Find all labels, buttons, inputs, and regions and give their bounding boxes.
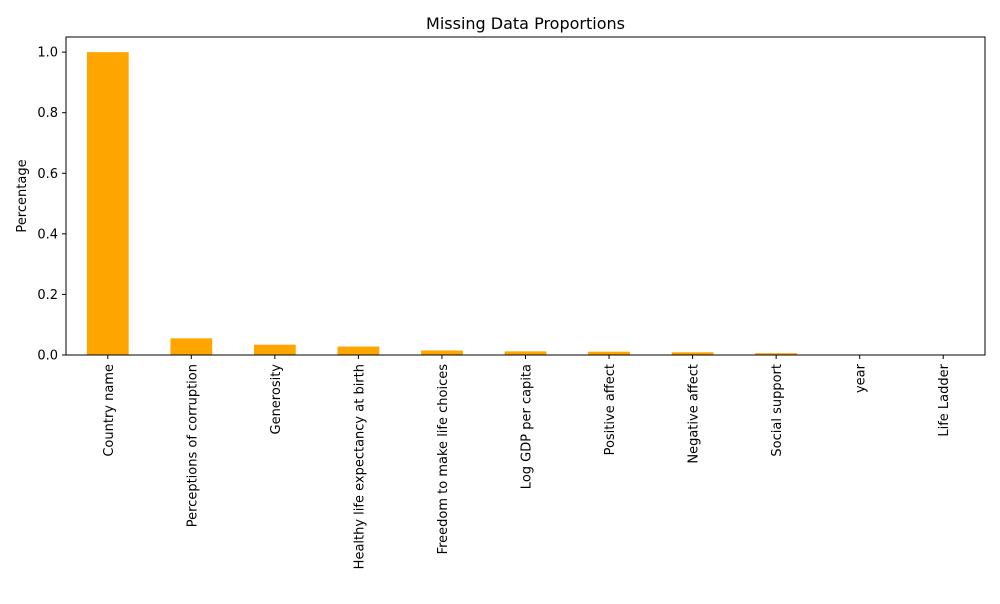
bar bbox=[504, 351, 547, 355]
y-tick-label: 0.8 bbox=[37, 106, 58, 121]
y-tick-label: 0.0 bbox=[37, 349, 58, 364]
bar bbox=[755, 353, 798, 355]
y-tick-label: 1.0 bbox=[37, 46, 58, 61]
chart-title: Missing Data Proportions bbox=[426, 14, 625, 33]
plot-frame bbox=[65, 36, 986, 356]
x-tick-label: Negative affect bbox=[687, 364, 702, 464]
x-tick-label: year bbox=[854, 363, 869, 393]
y-tick-label: 0.6 bbox=[37, 167, 58, 182]
bar bbox=[421, 350, 463, 355]
x-tick-label: Positive affect bbox=[603, 364, 618, 455]
x-tick-label: Perceptions of corruption bbox=[185, 364, 200, 527]
x-tick-label: Healthy life expectancy at birth bbox=[352, 364, 367, 569]
bar bbox=[671, 352, 714, 355]
bar bbox=[337, 346, 380, 355]
y-tick-label: 0.2 bbox=[37, 288, 58, 303]
y-axis-ticks: 0.0 0.2 0.4 0.6 0.8 1.0 bbox=[37, 46, 66, 364]
y-axis-label: Percentage bbox=[15, 159, 30, 232]
x-tick-label: Log GDP per capita bbox=[520, 364, 535, 489]
y-tick-label: 0.4 bbox=[37, 227, 58, 242]
x-axis-ticks: Country name Perceptions of corruption Gen… bbox=[102, 355, 952, 569]
x-tick-label: Generosity bbox=[269, 364, 284, 435]
x-tick-label: Freedom to make life choices bbox=[436, 364, 451, 555]
bars-group bbox=[86, 52, 798, 355]
x-tick-label: Life Ladder bbox=[937, 363, 952, 436]
x-tick-label: Social support bbox=[770, 364, 785, 457]
bar bbox=[86, 52, 129, 355]
bar bbox=[253, 344, 296, 355]
bar bbox=[588, 351, 630, 355]
x-tick-label: Country name bbox=[102, 364, 117, 457]
bar bbox=[170, 338, 213, 355]
